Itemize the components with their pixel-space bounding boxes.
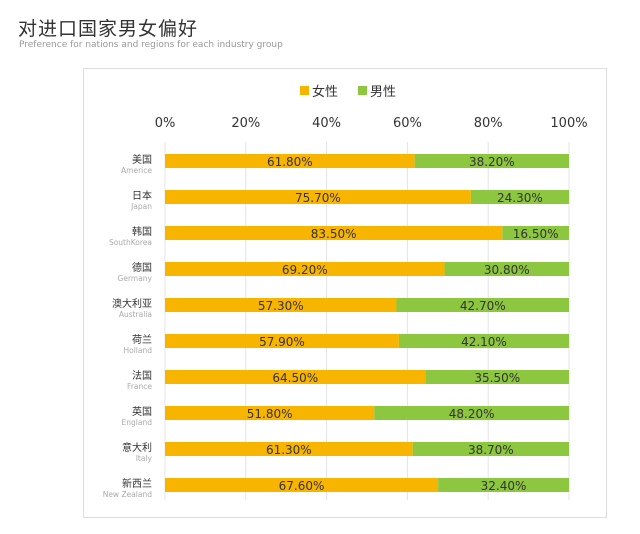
bar-male (438, 478, 569, 492)
data-label: 38.70% (468, 443, 514, 457)
bar-male (444, 262, 569, 276)
data-label: 48.20% (449, 407, 495, 421)
category-label-en: Germany (118, 274, 153, 283)
legend-swatch-0 (300, 86, 309, 95)
chart-frame (83, 68, 607, 518)
bar-male (398, 334, 569, 348)
bar-female (165, 478, 439, 492)
page-subtitle: Preference for nations and regions for e… (19, 40, 283, 50)
x-tick-label: 0% (155, 116, 176, 131)
x-tick-label: 40% (312, 116, 341, 131)
x-tick-label: 20% (231, 116, 260, 131)
data-label: 83.50% (311, 227, 357, 241)
bar-female (165, 370, 426, 384)
category-label-en: New Zealand (103, 490, 153, 499)
bar-female (165, 262, 445, 276)
category-label-cn: 澳大利亚 (112, 297, 152, 310)
category-label-en: Americe (121, 166, 152, 175)
legend-swatch-1 (358, 86, 367, 95)
bar-male (502, 226, 569, 240)
bar-male (396, 298, 569, 312)
data-label: 57.30% (258, 299, 304, 313)
data-label: 42.70% (460, 299, 506, 313)
bar-female (165, 406, 375, 420)
legend-label-0: 女性 (312, 84, 338, 100)
category-label-cn: 英国 (132, 405, 152, 418)
category-label-cn: 日本 (132, 189, 152, 202)
bar-female (165, 442, 413, 456)
category-label-en: Australia (119, 310, 152, 319)
bar-female (165, 190, 471, 204)
category-label-cn: 新西兰 (122, 477, 152, 490)
data-label: 64.50% (272, 371, 318, 385)
category-label-en: France (127, 382, 152, 391)
data-label: 61.30% (266, 443, 312, 457)
category-label-en: SouthKorea (109, 238, 152, 247)
page-title: 对进口国家男女偏好 (18, 18, 199, 40)
data-label: 67.60% (279, 479, 325, 493)
bar-female (165, 334, 399, 348)
bar-male (425, 370, 569, 384)
category-label-cn: 美国 (132, 153, 152, 166)
category-label-cn: 德国 (132, 261, 152, 274)
data-label: 16.50% (513, 227, 559, 241)
data-label: 57.90% (259, 335, 305, 349)
data-label: 30.80% (484, 263, 530, 277)
category-label-en: Italy (136, 454, 153, 463)
category-label-cn: 意大利 (122, 441, 152, 454)
category-label-cn: 荷兰 (132, 333, 152, 346)
data-label: 42.10% (461, 335, 507, 349)
data-label: 75.70% (295, 191, 341, 205)
data-label: 51.80% (247, 407, 293, 421)
category-label-en: Holland (123, 346, 152, 355)
category-label-en: Japan (130, 202, 152, 211)
bar-female (165, 154, 415, 168)
x-tick-label: 80% (474, 116, 503, 131)
bar-female (165, 298, 397, 312)
category-label-cn: 韩国 (132, 225, 152, 238)
bar-female (165, 226, 503, 240)
category-label-en: England (122, 418, 153, 427)
legend-label-1: 男性 (370, 85, 396, 100)
x-tick-label: 60% (393, 116, 422, 131)
data-label: 32.40% (481, 479, 527, 493)
bar-male (414, 154, 569, 168)
data-label: 38.20% (469, 155, 515, 169)
bar-male (374, 406, 569, 420)
data-label: 24.30% (497, 191, 543, 205)
data-label: 61.80% (267, 155, 313, 169)
bar-male (470, 190, 569, 204)
data-label: 35.50% (474, 371, 520, 385)
category-label-cn: 法国 (132, 369, 152, 382)
data-label: 69.20% (282, 263, 328, 277)
x-tick-label: 100% (550, 116, 587, 131)
bar-male (412, 442, 569, 456)
